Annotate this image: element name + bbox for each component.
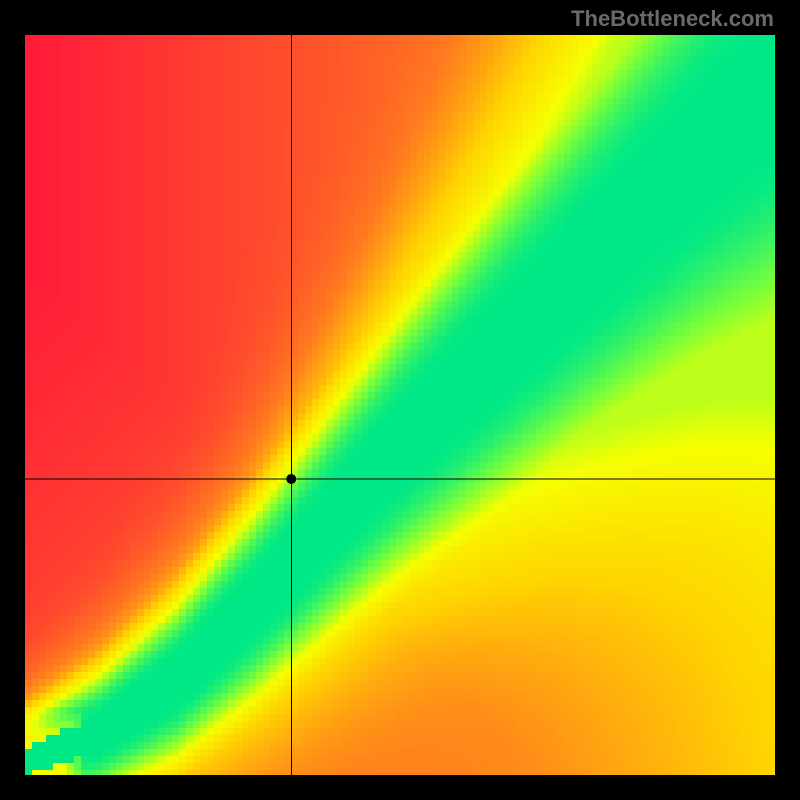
watermark-label: TheBottleneck.com — [571, 6, 774, 32]
chart-container: TheBottleneck.com — [0, 0, 800, 800]
crosshair-marker — [286, 474, 296, 484]
bottleneck-heatmap — [25, 35, 775, 775]
heatmap-svg — [25, 35, 775, 775]
